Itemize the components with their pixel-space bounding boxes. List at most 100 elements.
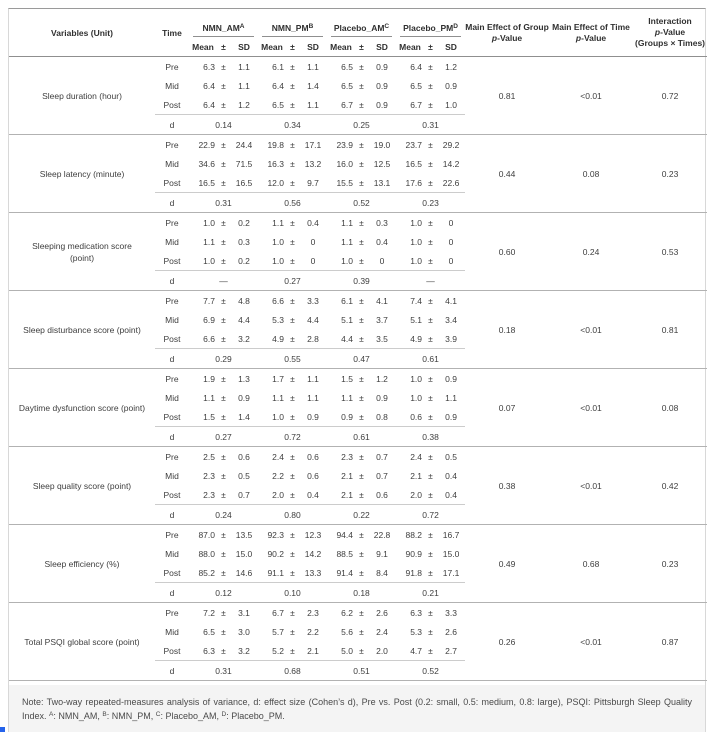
subcol-mean: Mean — [189, 37, 217, 57]
sd-value: 0.5 — [437, 446, 466, 466]
plus-minus-sign: ± — [355, 446, 368, 466]
plus-minus-sign: ± — [359, 411, 364, 422]
effect-size-value: 0.31 — [189, 660, 258, 681]
mean-value: 19.8 — [258, 134, 286, 154]
subcol-sd: SD — [437, 37, 466, 57]
mean-value: 1.1 — [203, 392, 215, 403]
measure-row: Mid 2.3 ±0.5 2.2 ±0.6 2.1 ±0.7 2.1 ±0.4 — [9, 466, 707, 485]
sd-value: 0.3 — [368, 212, 397, 232]
plus-minus-sign: ± — [286, 368, 299, 388]
plus-minus-sign: ± — [221, 255, 226, 266]
measure-row: Sleeping medication score (point) Pre 1.0 ±0… — [9, 212, 708, 291]
mean-value: 0.9 — [341, 411, 353, 422]
variable-cell: Sleep quality score (point) — [9, 446, 155, 525]
mean-value: 90.9 — [405, 548, 423, 559]
plus-minus-sign: ± — [221, 567, 226, 578]
sd-value: 1.2 — [368, 368, 397, 388]
plus-minus-sign: ± — [221, 177, 226, 188]
plus-minus-sign: ± — [424, 446, 438, 466]
time-cell: Pre — [155, 212, 189, 232]
cursor-artifact — [0, 727, 5, 732]
p-interaction-value: 0.87 — [633, 602, 708, 681]
effect-size-label: d — [155, 660, 189, 681]
effect-size-value: 0.61 — [327, 426, 397, 447]
effect-size-label: d — [155, 192, 189, 213]
mean-value: 6.1 — [327, 290, 355, 310]
sd-value: 3.4 — [445, 314, 457, 325]
time-cell: Mid — [165, 158, 179, 169]
sd-value: 0.6 — [299, 446, 327, 466]
group-superscript: A — [239, 22, 245, 30]
plus-minus-sign: ± — [290, 80, 295, 91]
effect-size-value: 0.31 — [189, 192, 258, 213]
plus-minus-sign: ± — [290, 489, 295, 500]
subcol-sd: SD — [299, 37, 327, 57]
sd-value: 15.0 — [442, 548, 460, 559]
sd-value: 2.2 — [307, 626, 319, 637]
measure-row: Post 1.0 ±0.2 1.0 ±0 1.0 ±0 1.0 ±0 — [9, 251, 707, 271]
mean-value: 22.9 — [189, 134, 217, 154]
p-group-value: 0.38 — [465, 446, 550, 525]
col-header-time: Time — [155, 9, 189, 57]
effect-size-value: 0.68 — [258, 660, 327, 681]
effect-size-value: 0.72 — [396, 504, 466, 525]
effect-size-value: 0.80 — [258, 504, 327, 525]
measure-row: Sleep duration (hour) Pre 6.3 ±1.1 6.1 ±1.1 6.… — [9, 57, 707, 101]
sd-value: 1.2 — [238, 99, 250, 110]
table-header: Variables (Unit) Time NMN_AMA NMN_PMB Pl… — [9, 9, 708, 57]
plus-minus-sign: ± — [221, 333, 226, 344]
time-cell: Post — [163, 99, 181, 110]
measure-row: Daytime dysfunction score (point) Pre 1.9 ±… — [9, 368, 708, 447]
variable-cell: Sleeping medication score (point) — [9, 212, 155, 291]
plus-minus-sign: ± — [424, 368, 438, 388]
p-value-label: p-Value — [576, 33, 606, 43]
p-time-value: <0.01 — [580, 90, 602, 101]
plus-minus-sign: ± — [424, 524, 438, 544]
p-suffix: -Value — [497, 32, 523, 43]
mean-value: 2.4 — [258, 446, 286, 466]
time-cell: Post — [163, 645, 181, 656]
p-group-value: 0.44 — [465, 134, 550, 213]
mean-value: 15.5 — [336, 177, 353, 188]
plus-minus-sign: ± — [359, 392, 364, 403]
measure-row: Post 6.4 ±1.2 6.5 ±1.1 6.7 ±0.9 6.7 ±1.0 — [9, 95, 707, 115]
mean-value: 6.5 — [203, 626, 215, 637]
effect-size-value: 0.55 — [258, 348, 327, 369]
header-line: Main Effect of Time — [552, 21, 630, 32]
plus-minus-sign: ± — [428, 470, 433, 481]
sd-value: 1.2 — [445, 61, 457, 72]
plus-minus-sign: ± — [428, 99, 433, 110]
sd-value: 0.4 — [376, 236, 388, 247]
mean-value: 2.3 — [203, 489, 215, 500]
sd-value: 2.4 — [376, 626, 388, 637]
mean-value: 1.5 — [203, 411, 215, 422]
plus-minus-sign: ± — [217, 602, 230, 622]
sd-value: 0.9 — [376, 61, 388, 72]
mean-value: 6.5 — [341, 80, 353, 91]
subcol-sd: SD — [368, 37, 397, 57]
sd-value: 0 — [448, 236, 454, 247]
measure-row: Post 6.3 ±3.2 5.2 ±2.1 5.0 ±2.0 4.7 ±2.7 — [9, 641, 707, 661]
plus-minus-sign: ± — [355, 368, 368, 388]
sd-value: 0 — [310, 236, 316, 247]
col-header-group-placebo-pm: Placebo_PMD — [396, 9, 465, 37]
sd-value: 0 — [310, 255, 316, 266]
mean-value: 7.7 — [189, 290, 217, 310]
time-cell: Post — [163, 567, 181, 578]
plus-minus-sign: ± — [359, 645, 364, 656]
plus-minus-sign: ± — [286, 524, 299, 544]
mean-value: 5.0 — [341, 645, 353, 656]
plus-minus-sign: ± — [221, 645, 226, 656]
plus-minus-sign: ± — [290, 99, 295, 110]
plus-minus-sign: ± — [428, 236, 433, 247]
results-table: Variables (Unit) Time NMN_AMA NMN_PMB Pl… — [9, 9, 708, 681]
sd-value: 3.2 — [238, 645, 250, 656]
mean-value: 5.2 — [272, 645, 284, 656]
p-time-value: 0.68 — [549, 524, 634, 603]
measure-row: Mid 6.4 ±1.1 6.4 ±1.4 6.5 ±0.9 6.5 ±0.9 — [9, 76, 707, 95]
sd-value: 0.9 — [307, 411, 319, 422]
plus-minus-sign: ± — [428, 314, 433, 325]
header-line: (Groups × Times) — [635, 38, 706, 48]
sd-value: 1.1 — [307, 392, 319, 403]
